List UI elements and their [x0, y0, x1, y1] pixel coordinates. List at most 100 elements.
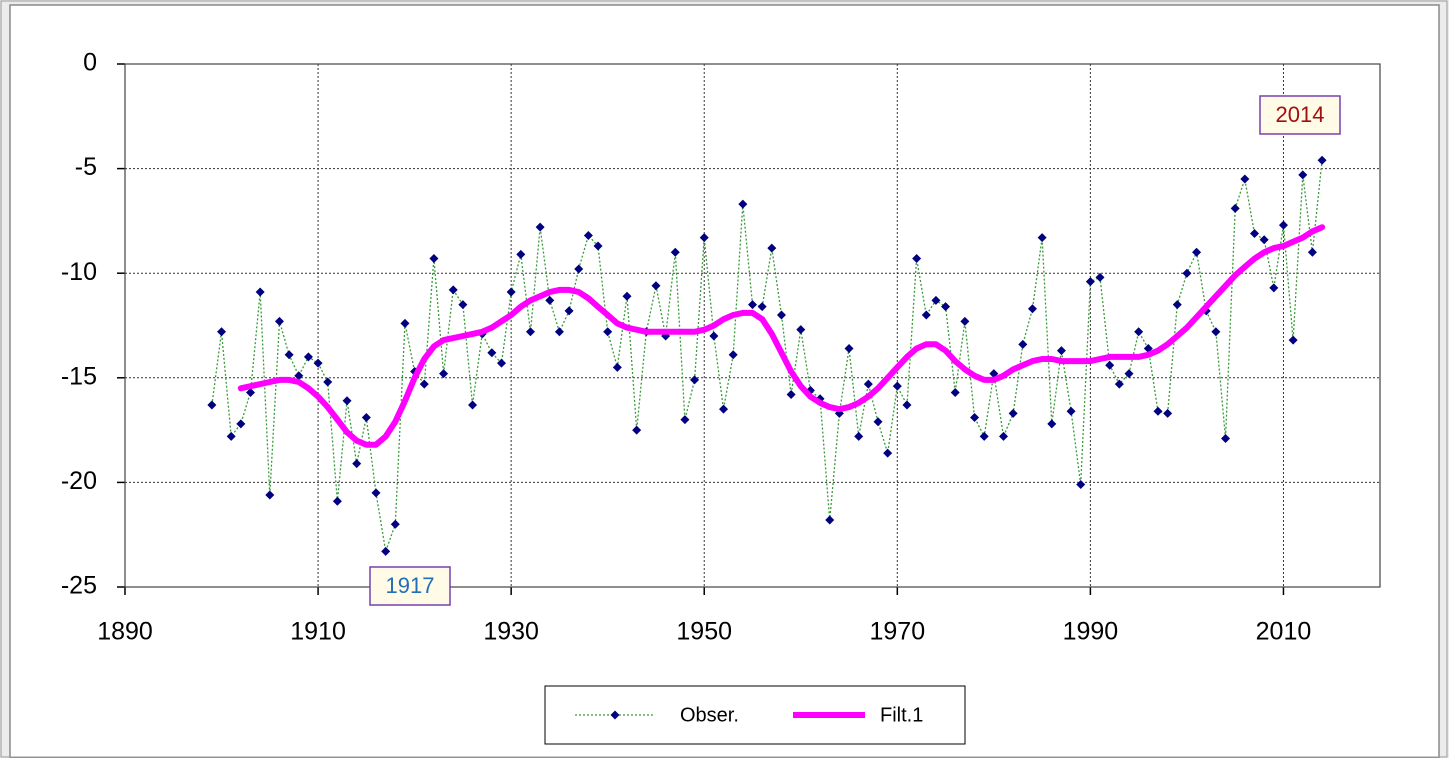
observed-marker [1250, 228, 1259, 238]
observed-marker [709, 331, 719, 341]
observed-marker [622, 291, 632, 301]
observed-marker [1076, 479, 1086, 489]
observed-marker [207, 400, 217, 410]
observed-marker [506, 287, 516, 297]
observed-marker [1105, 360, 1115, 370]
chart-panel [9, 4, 1440, 758]
annotation-text: 1917 [386, 573, 435, 598]
annotation-box [1259, 95, 1341, 135]
observed-marker [632, 425, 642, 435]
observed-marker [390, 519, 400, 529]
observed-marker [516, 249, 526, 259]
observed-marker [776, 310, 786, 320]
observed-marker [217, 327, 227, 337]
observed-marker [1018, 339, 1028, 349]
observed-marker [593, 241, 603, 251]
legend: Obser. Filt.1 [544, 685, 966, 745]
x-tick-label: 2010 [1256, 618, 1312, 646]
observed-marker [487, 348, 497, 358]
y-tick-label: -15 [61, 362, 97, 390]
observed-marker [255, 287, 265, 297]
observed-marker [1192, 247, 1202, 257]
observed-marker [863, 379, 873, 389]
observed-marker [1317, 155, 1327, 165]
observed-marker [448, 285, 458, 295]
observed-marker [574, 264, 584, 274]
observed-marker [844, 344, 854, 354]
observed-marker [960, 316, 970, 326]
observed-marker [854, 431, 864, 441]
legend-label: Filt.1 [880, 704, 923, 726]
observed-marker [265, 490, 275, 500]
y-tick-label: -20 [61, 467, 97, 495]
observed-marker [400, 318, 410, 328]
observed-marker [1230, 203, 1240, 213]
observed-marker [873, 417, 883, 427]
observed-marker [419, 379, 429, 389]
observed-marker [294, 371, 304, 381]
observed-marker [786, 390, 796, 400]
y-tick-label: -10 [61, 258, 97, 286]
observed-marker [535, 222, 545, 232]
observed-marker [342, 396, 352, 406]
observed-marker [1124, 369, 1134, 379]
observed-marker [1307, 247, 1317, 257]
observed-marker [1163, 408, 1173, 418]
observed-marker [332, 496, 342, 506]
observed-marker [1134, 327, 1144, 337]
observed-marker [796, 325, 806, 335]
observed-marker [545, 295, 555, 305]
y-tick-label: 0 [83, 49, 97, 77]
observed-marker [1114, 379, 1124, 389]
observed-marker [1288, 335, 1298, 345]
observed-marker [1047, 419, 1057, 429]
observed-marker [921, 310, 931, 320]
observed-marker [670, 247, 680, 257]
observed-line [211, 160, 1323, 552]
observed-marker [651, 281, 661, 291]
observed-marker [1056, 346, 1066, 356]
observed-marker [1066, 406, 1076, 416]
observed-marker [381, 546, 391, 556]
observed-marker [999, 431, 1008, 441]
observed-marker [1095, 272, 1105, 282]
observed-marker [313, 358, 323, 368]
x-tick-label: 1890 [97, 618, 153, 646]
legend-label: Obser. [680, 704, 739, 726]
observed-marker [612, 362, 622, 372]
observed-marker [941, 302, 951, 312]
y-tick-label: -5 [75, 153, 97, 181]
observed-marker [719, 404, 729, 414]
observed-marker [1259, 235, 1269, 245]
observed-marker [912, 254, 922, 264]
observed-marker [603, 327, 613, 337]
plot-area-border [124, 63, 1381, 588]
observed-marker [583, 231, 593, 241]
x-tick-label: 1970 [869, 618, 925, 646]
x-tick-label: 1930 [483, 618, 539, 646]
observed-marker [371, 488, 381, 498]
filtered-line [237, 224, 1326, 448]
observed-marker [1085, 277, 1095, 287]
observed-marker [1027, 304, 1037, 314]
observed-marker [429, 254, 439, 264]
observed-marker [497, 358, 506, 368]
observed-marker [825, 515, 835, 525]
observed-marker [1182, 268, 1192, 278]
observed-marker [246, 387, 255, 397]
observed-marker [226, 431, 236, 441]
observed-marker [323, 377, 333, 387]
observed-marker [902, 400, 912, 410]
observed-marker [699, 233, 709, 243]
observed-marker [274, 316, 284, 326]
observed-marker [1269, 283, 1279, 293]
annotation-text: 2014 [1276, 102, 1325, 127]
observed-marker [361, 413, 371, 423]
observed-marker [738, 199, 748, 209]
observed-marker [284, 350, 294, 360]
observed-marker [1153, 406, 1163, 416]
observed-marker [1240, 174, 1250, 184]
observed-marker [1037, 233, 1047, 243]
